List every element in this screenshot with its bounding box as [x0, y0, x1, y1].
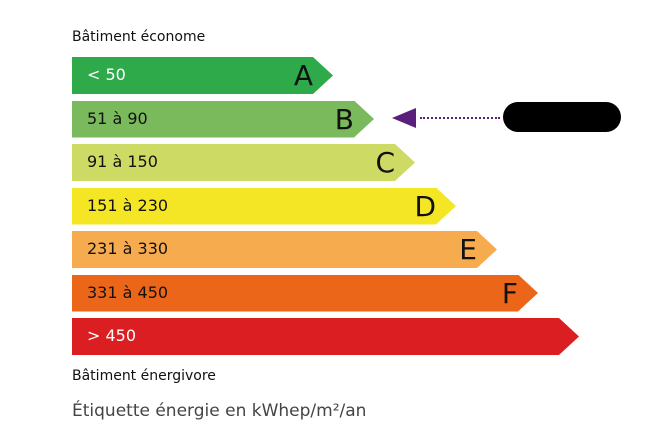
energy-class-e: 231 à 330 E: [72, 231, 497, 268]
class-range: 231 à 330: [87, 239, 169, 258]
redacted-value: [503, 102, 621, 132]
class-letter: F: [501, 276, 518, 310]
class-range: 51 à 90: [87, 108, 148, 128]
class-range: 91 à 150: [87, 152, 158, 171]
class-letter: B: [334, 102, 354, 136]
class-letter: E: [459, 233, 477, 266]
current-class-arrow-icon: [392, 108, 416, 128]
energy-class-g: > 450: [72, 318, 579, 355]
energy-class-a: < 50 A: [72, 57, 333, 94]
class-range: < 50: [87, 65, 126, 84]
header-energivore: Bâtiment énergivore: [72, 368, 216, 384]
header-econome: Bâtiment économe: [72, 29, 206, 45]
energy-class-f: 331 à 450 F: [72, 275, 538, 312]
energy-class-c: 91 à 150 C: [72, 144, 415, 181]
class-letter: D: [414, 189, 436, 223]
pointer-dotted-line: [420, 117, 500, 119]
class-range: 331 à 450: [87, 282, 169, 302]
class-range: 151 à 230: [87, 195, 169, 215]
energy-class-d: 151 à 230 D: [72, 188, 456, 225]
label-caption: Étiquette énergie en kWhep/m²/an: [72, 401, 367, 421]
energy-class-b: 51 à 90 B: [72, 101, 374, 138]
class-range: > 450: [87, 326, 137, 345]
class-letter: C: [375, 146, 395, 179]
class-letter: A: [293, 59, 313, 92]
